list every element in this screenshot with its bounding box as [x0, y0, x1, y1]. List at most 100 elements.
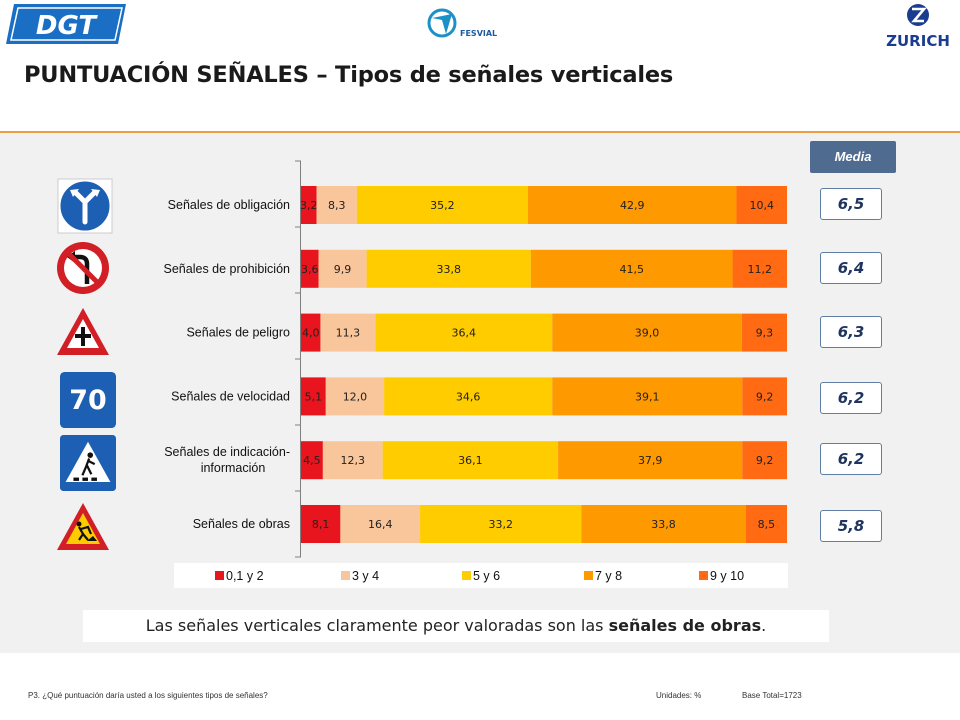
bar-data-label: 4,5 — [303, 454, 321, 467]
bar-segment — [301, 377, 326, 416]
bar-segment — [527, 186, 737, 224]
bar-data-label: 33,2 — [488, 518, 513, 531]
legend-label: 7 y 8 — [595, 569, 622, 583]
legend-label: 3 y 4 — [352, 569, 379, 583]
legend-box — [174, 563, 788, 588]
bar-data-label: 5,1 — [305, 390, 323, 403]
bar-segment — [375, 313, 553, 352]
category-label: Señales de obras — [193, 517, 290, 531]
media-value-velocidad: 6,2 — [820, 382, 882, 414]
bar-data-label: 33,8 — [651, 518, 676, 531]
bar-segment — [325, 377, 385, 416]
bar-segment — [322, 441, 383, 480]
category-label: Señales de prohibición — [164, 262, 291, 276]
bar-segment — [530, 249, 733, 288]
page-title: PUNTUACIÓN SEÑALES – Tipos de señales ve… — [24, 62, 674, 88]
bar-data-label: 12,0 — [343, 390, 368, 403]
bar-segment — [742, 441, 787, 480]
bar-segment — [356, 186, 528, 224]
bar-segment — [745, 505, 787, 543]
footer-units: Unidades: % — [656, 691, 702, 700]
category-label: Señales de peligro — [186, 326, 290, 340]
legend-swatch — [462, 571, 471, 580]
speed-limit-70-sign-icon: 70 — [60, 372, 116, 428]
callout-suffix: . — [761, 616, 767, 635]
bar-segment — [301, 249, 319, 288]
bar-data-label: 12,3 — [341, 454, 366, 467]
dgt-logo: DGT — [6, 4, 126, 44]
bar-data-label: 39,0 — [635, 327, 660, 340]
danger-intersection-sign-icon — [57, 308, 109, 355]
zurich-logo: ZURICH — [886, 4, 950, 50]
bar-segment — [366, 249, 531, 288]
bar-segment — [301, 313, 321, 352]
bar-data-label: 8,1 — [312, 518, 330, 531]
road-works-sign-icon — [57, 503, 109, 550]
callout-text: Las señales verticales claramente peor v… — [145, 616, 609, 635]
bar-data-label: 4,0 — [302, 327, 320, 340]
bar-data-label: 8,3 — [328, 199, 346, 212]
bar-segment — [420, 505, 582, 543]
category-label: información — [201, 461, 266, 475]
pedestrian-crossing-sign-icon — [60, 435, 116, 491]
bar-data-label: 36,4 — [452, 327, 477, 340]
media-value-prohibicion: 6,4 — [820, 252, 882, 284]
bar-segment — [318, 249, 367, 288]
bar-segment — [384, 377, 553, 416]
bar-data-label: 8,5 — [758, 518, 776, 531]
legend-swatch — [584, 571, 593, 580]
title-divider — [0, 131, 960, 133]
bar-data-label: 9,3 — [756, 327, 774, 340]
legend-swatch — [699, 571, 708, 580]
bar-data-label: 11,3 — [336, 327, 361, 340]
bar-segment — [301, 186, 317, 224]
zurich-logo-text: ZURICH — [886, 32, 950, 50]
bar-segment — [340, 505, 421, 543]
bar-data-label: 9,9 — [334, 263, 352, 276]
callout-bold-text: señales de obras — [608, 616, 762, 635]
category-label: Señales de velocidad — [171, 389, 290, 403]
bar-segment — [301, 441, 323, 480]
speed-sign-text: 70 — [69, 385, 106, 416]
media-value-indicacion: 6,2 — [820, 443, 882, 475]
category-label: Señales de obligación — [168, 198, 290, 212]
turn-direction-sign-icon — [57, 178, 113, 234]
bar-data-label: 9,2 — [756, 390, 774, 403]
legend-label: 9 y 10 — [710, 569, 744, 583]
media-header: Media — [810, 141, 896, 173]
legend-swatch — [215, 571, 224, 580]
no-left-turn-sign-icon — [57, 242, 109, 294]
bar-data-label: 33,8 — [436, 263, 461, 276]
bar-data-label: 39,1 — [635, 390, 660, 403]
bar-segment — [552, 313, 742, 352]
footer-base: Base Total=1723 — [742, 691, 802, 700]
bar-data-label: 10,4 — [749, 199, 774, 212]
bar-data-label: 36,1 — [458, 454, 483, 467]
legend-label: 0,1 y 2 — [226, 569, 264, 583]
dgt-logo-text: DGT — [36, 11, 98, 41]
bar-segment — [301, 505, 341, 543]
bar-data-label: 3,6 — [301, 263, 319, 276]
bar-segment — [736, 186, 787, 224]
bar-segment — [742, 377, 787, 416]
category-label: Señales de indicación- — [164, 445, 290, 459]
bar-data-label: 3,2 — [300, 199, 318, 212]
bar-segment — [320, 313, 376, 352]
legend-label: 5 y 6 — [473, 569, 500, 583]
bar-data-label: 42,9 — [620, 199, 645, 212]
bar-segment — [732, 249, 787, 288]
media-value-obligacion: 6,5 — [820, 188, 882, 220]
bar-segment — [581, 505, 746, 543]
fesvial-logo-text: FESVIAL — [460, 29, 497, 38]
bar-data-label: 41,5 — [619, 263, 644, 276]
bar-segment — [382, 441, 559, 480]
bar-data-label: 11,2 — [748, 263, 773, 276]
bar-segment — [552, 377, 743, 416]
bar-data-label: 16,4 — [368, 518, 393, 531]
bar-data-label: 37,9 — [638, 454, 663, 467]
media-value-peligro: 6,3 — [820, 316, 882, 348]
conclusion-callout: Las señales verticales claramente peor v… — [83, 610, 829, 642]
footer-question: P3. ¿Qué puntuación daría usted a los si… — [28, 691, 268, 700]
bar-segment — [741, 313, 787, 352]
bar-segment — [316, 186, 357, 224]
